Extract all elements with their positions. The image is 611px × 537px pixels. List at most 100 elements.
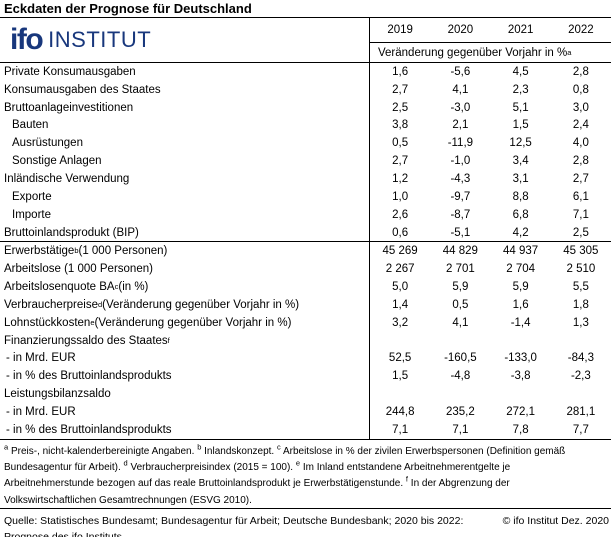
source-text: Quelle: Statistisches Bundesamt; Bundesa… [4,514,464,537]
row-value: 8,8 [512,190,529,203]
row-value: 2 701 [445,263,475,276]
row-label: Bruttoanlageinvestitionen [0,98,370,117]
source-line: Quelle: Statistisches Bundesamt; Bundesa… [0,509,611,537]
row-label: Arbeitslose (1 000 Personen) [0,260,370,279]
row-value: 1,4 [392,298,409,311]
row-value: 1,5 [512,119,529,132]
row-value: 44 829 [442,245,478,258]
row-value: 0,5 [392,137,409,150]
row-value: 7,7 [572,423,589,436]
row-value: -3,0 [450,101,471,114]
table-row: Konsumausgaben des Staates 2,7 4,1 2,3 0,8 [0,80,611,99]
row-value: 45 269 [382,245,418,258]
row-value: 2,5 [392,101,409,114]
row-value: 1,5 [392,370,409,383]
table-row: Private Konsumausgaben 1,6 -5,6 4,5 2,8 [0,63,611,81]
row-label: Verbraucherpreise d (Veränderung gegenübe… [0,295,370,314]
row-value: 0,5 [452,298,469,311]
row-value: 4,1 [452,316,469,329]
table-row: Inländische Verwendung 1,2 -4,3 3,1 2,7 [0,170,611,188]
row-value: 3,2 [392,316,409,329]
table-row: Lohnstückkosten e (Veränderung gegenüber … [0,313,611,332]
row-value: 2,1 [452,119,469,132]
row-value: -5,1 [450,226,471,239]
year-column-header: 2019 [387,24,413,36]
table-rows: Private Konsumausgaben 1,6 -5,6 4,5 2,8 Konsu… [0,63,611,440]
row-value: 235,2 [445,405,475,418]
row-label: Sonstige Anlagen [0,152,370,171]
unit-note: Veränderung gegenüber Vorjahr in % a [378,46,572,59]
row-value: 2,8 [572,155,589,168]
row-value: -4,3 [450,172,471,185]
row-value: 5,0 [392,281,409,294]
footnotes: a Preis-, nicht-kalenderbereinigte Angab… [0,440,611,509]
row-value: -133,0 [504,352,537,365]
year-column-header: 2021 [507,24,534,36]
row-value: 44 937 [503,245,539,258]
table-row: - in Mrd. EUR 244,8 235,2 272,1 281,1 [0,403,611,421]
row-value: 7,1 [392,423,409,436]
row-value: 2,5 [572,226,589,239]
row-label: Finanzierungssaldo des Staates f [0,331,370,350]
table-row: Bruttoanlageinvestitionen 2,5 -3,0 5,1 3,0 [0,98,611,117]
row-value: 52,5 [388,352,412,365]
table-row: Ausrüstungen 0,5 -11,9 12,5 4,0 [0,134,611,153]
row-value: 272,1 [506,405,536,418]
table-row: Verbraucherpreise d (Veränderung gegenübe… [0,295,611,314]
table-row: - in Mrd. EUR 52,5 -160,5 -133,0 -84,3 [0,349,611,368]
year-columns: 2019 2020 2021 2022 [370,18,611,43]
row-label: Erwerbstätige b (1 000 Personen) [0,242,370,261]
row-value: 4,0 [572,137,589,150]
row-value: -1,4 [510,316,531,329]
row-value: 5,9 [452,281,469,294]
table-row: - in % des Bruttoinlandsprodukts 7,1 7,1 7,… [0,420,611,439]
row-label: Konsumausgaben des Staates [0,80,370,99]
row-value: 12,5 [509,137,532,150]
page-title: Eckdaten der Prognose für Deutschland [0,0,611,18]
table-header-right: 2019 2020 2021 2022 Veränderung gegenüber V… [370,18,611,62]
row-label: - in % des Bruttoinlandsprodukts [0,367,370,386]
table-row: Erwerbstätige b (1 000 Personen) 45 269 44 … [0,242,611,261]
table-row: Arbeitslose (1 000 Personen) 2 267 2 701 2 … [0,260,611,279]
ifo-logo-mark: ifo [10,23,44,56]
row-value: 2,7 [392,83,409,96]
row-value: 6,1 [572,190,589,203]
row-value: 6,8 [512,208,529,221]
row-label: Arbeitslosenquote BA c (in %) [0,278,370,296]
row-label: Exporte [0,187,370,206]
row-label: Inländische Verwendung [0,170,370,188]
table-row: Arbeitslosenquote BA c (in %) 5,0 5,9 5,9 5,5 [0,278,611,296]
row-label: Importe [0,205,370,224]
row-value: 3,8 [392,119,409,132]
row-value: 7,8 [512,423,529,436]
row-value: 2 267 [385,263,415,276]
year-column-header: 2022 [568,24,594,36]
row-value: 2 510 [566,263,596,276]
row-value: 7,1 [572,208,589,221]
row-value: 281,1 [566,405,596,418]
row-label: Lohnstückkosten e (Veränderung gegenüber … [0,313,370,332]
row-value: 1,6 [512,298,529,311]
row-value: 45 305 [563,245,599,258]
table-row: Bauten 3,8 2,1 1,5 2,4 [0,116,611,135]
row-value: -3,8 [510,370,531,383]
row-value: 5,9 [512,281,529,294]
row-label: Leistungsbilanzsaldo [0,385,370,404]
table-row: Bruttoinlandsprodukt (BIP) 0,6 -5,1 4,2 2,5 [0,223,611,243]
row-label: - in Mrd. EUR [0,403,370,421]
row-value: 1,6 [392,65,409,78]
row-value: 0,6 [392,226,409,239]
row-label: - in % des Bruttoinlandsprodukts [0,420,370,439]
table-row: - in % des Bruttoinlandsprodukts 1,5 -4,8 -… [0,367,611,386]
row-value: -4,8 [450,370,471,383]
row-label: Bauten [0,116,370,135]
row-value: 4,1 [452,83,469,96]
table-row: Finanzierungssaldo des Staates f [0,331,611,350]
row-value: 5,1 [512,101,529,114]
row-value: 2 704 [506,263,536,276]
row-value: 2,6 [392,208,409,221]
row-value: -9,7 [450,190,471,203]
row-value: -8,7 [450,208,471,221]
row-value: 7,1 [452,423,469,436]
